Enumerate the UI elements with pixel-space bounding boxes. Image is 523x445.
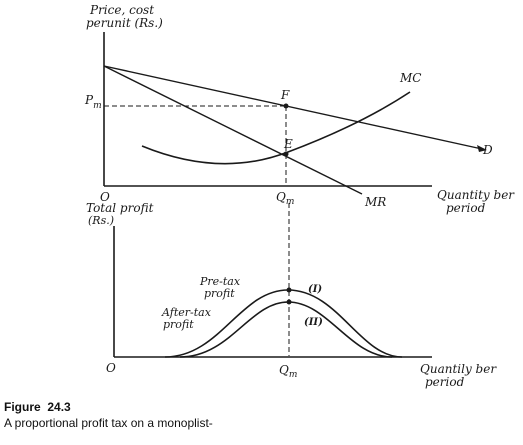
figure-caption: A proportional profit tax on a monoplist… [4,416,213,430]
pre-tax-label-line2: profit [204,287,235,300]
pre-tax-profit-curve [164,289,403,358]
lower-x-axis-label-line1: Quantily ber [420,362,497,376]
after-tax-label-line1: After-tax [161,306,212,319]
after-tax-profit-curve [179,301,393,358]
pre-tax-label-line1: Pre-tax [199,275,241,288]
lower-y-axis-label-line2: (Rs.) [88,214,114,227]
upper-origin-label: O [100,190,110,204]
curve-i-label: (I) [308,284,322,295]
after-tax-max-point [286,299,292,305]
lower-x-axis-label-line2: period [425,375,465,389]
upper-quantity-label: Qm [276,190,294,207]
upper-x-axis-label-line1: Quantity ber [437,188,515,202]
lower-y-axis-label-line1: Total profit [86,201,154,215]
lower-origin-label: O [106,361,116,375]
upper-x-axis-label-line2: period [446,201,486,215]
point-e-label: E [283,137,293,151]
price-label: Pm [84,93,102,111]
figure-number-value: 24.3 [47,400,71,414]
marginal-cost-label: MC [399,71,421,85]
marginal-cost-curve [141,91,411,165]
marginal-revenue-curve [103,65,363,195]
curve-ii-label: (II) [304,317,323,328]
figure-word: Figure [4,400,41,414]
demand-curve [103,65,483,150]
upper-y-axis-label-line1: Price, cost [89,3,154,17]
demand-label: D [482,143,493,157]
marginal-revenue-label: MR [364,195,386,209]
point-f-label: F [280,88,290,102]
lower-quantity-label: Qm [279,363,297,380]
upper-y-axis-label-line2: perunit (Rs.) [86,16,163,30]
after-tax-label-line2: profit [163,318,194,331]
pre-tax-max-point [286,287,292,293]
figure-number: Figure 24.3 [4,400,71,414]
demand-arrowhead [477,145,487,152]
